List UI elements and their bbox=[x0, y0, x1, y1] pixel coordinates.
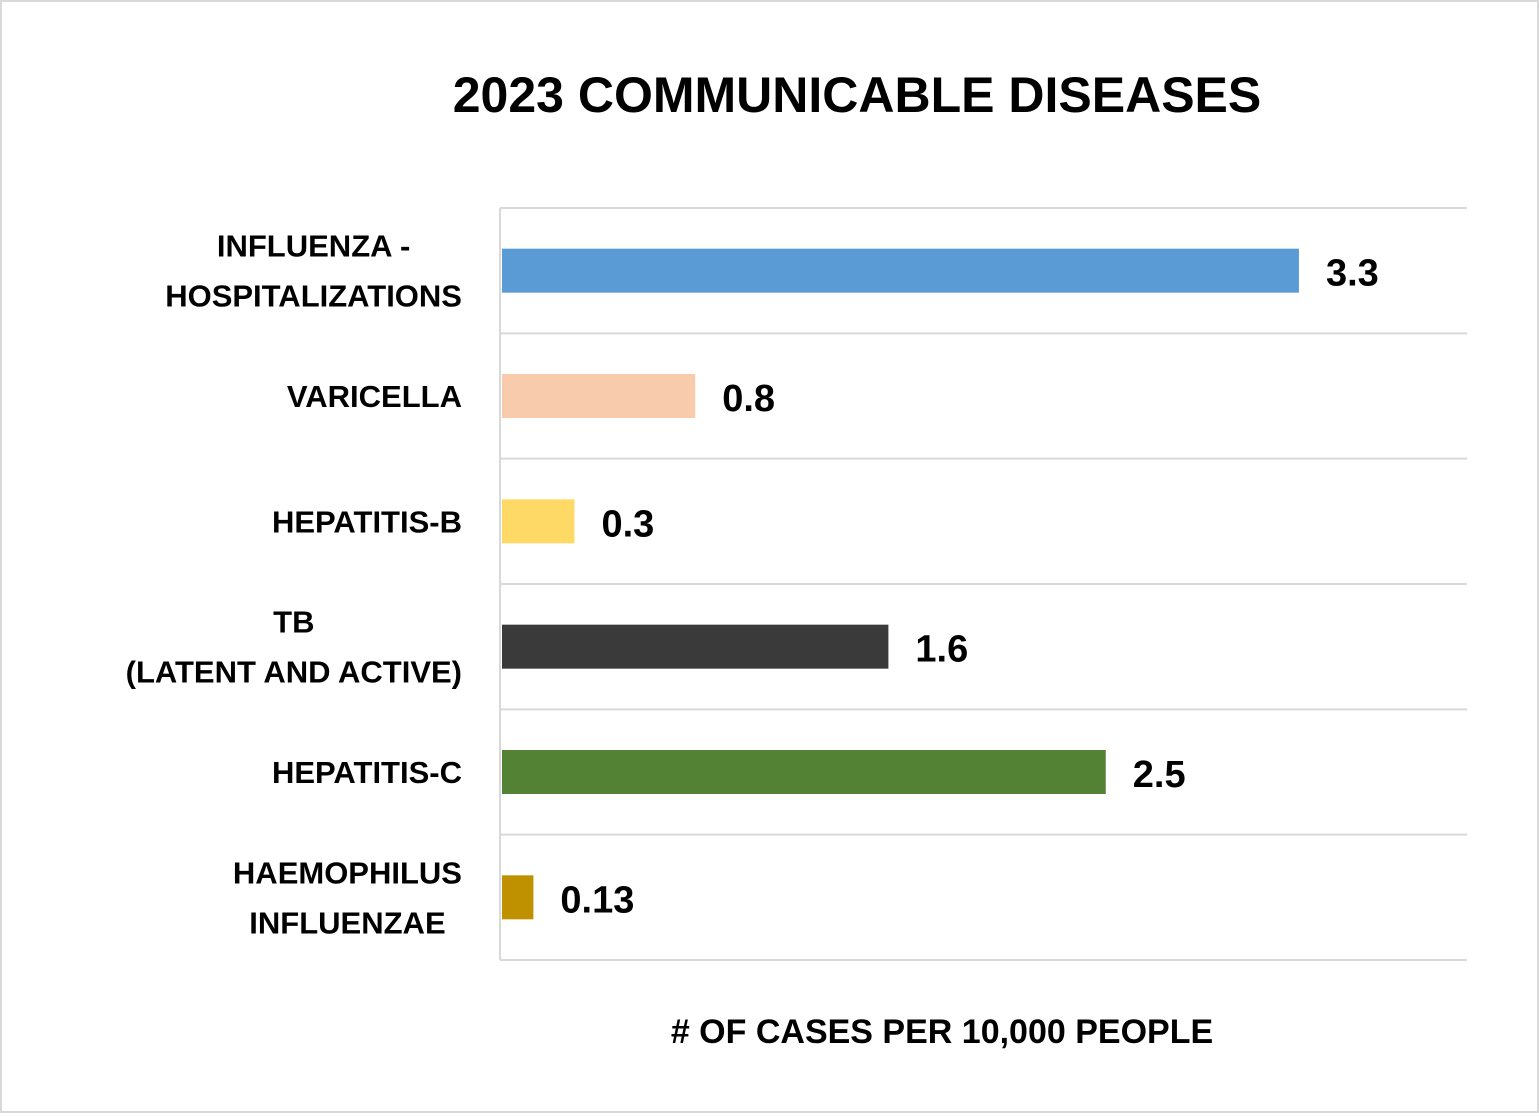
bar-value-label: 0.8 bbox=[722, 378, 775, 420]
category-label: HAEMOPHILUS INFLUENZAE bbox=[233, 855, 462, 940]
gridlines bbox=[499, 207, 1467, 961]
category-label: TB (LATENT AND ACTIVE) bbox=[126, 605, 462, 690]
bar bbox=[502, 248, 1299, 293]
category-label-line: HEPATITIS-C bbox=[272, 755, 462, 790]
category-label: VARICELLA bbox=[287, 379, 462, 414]
bar-value-label: 2.5 bbox=[1133, 754, 1186, 796]
category-label: HEPATITIS-B bbox=[272, 504, 462, 539]
bar bbox=[502, 624, 889, 669]
category-label-line: INFLUENZA - bbox=[217, 229, 410, 264]
bar bbox=[502, 374, 696, 418]
bar-value-label: 3.3 bbox=[1326, 253, 1379, 295]
category-label-line: HOSPITALIZATIONS bbox=[165, 279, 462, 314]
x-axis-label: # OF CASES PER 10,000 PEOPLE bbox=[671, 1013, 1213, 1051]
category-label-line: VARICELLA bbox=[287, 379, 462, 414]
bar-value-label: 0.13 bbox=[560, 879, 634, 921]
category-label-line: TB bbox=[273, 605, 314, 640]
bars bbox=[502, 248, 1299, 920]
category-label-line: INFLUENZAE bbox=[249, 905, 445, 940]
category-label: HEPATITIS-C bbox=[272, 755, 462, 790]
chart-title: 2023 COMMUNICABLE DISEASES bbox=[453, 67, 1262, 123]
category-label: INFLUENZA - HOSPITALIZATIONS bbox=[165, 229, 462, 314]
category-label-line: HEPATITIS-B bbox=[272, 504, 462, 539]
category-label-line: (LATENT AND ACTIVE) bbox=[126, 655, 462, 690]
category-labels: INFLUENZA - HOSPITALIZATIONS VARICELLA HEPA… bbox=[126, 229, 462, 941]
value-labels: 3.3 0.8 0.3 1.6 2.5 0.13 bbox=[560, 253, 1378, 922]
bar-value-label: 1.6 bbox=[915, 629, 968, 671]
category-label-line: HAEMOPHILUS bbox=[233, 855, 462, 890]
bar bbox=[502, 499, 575, 544]
bar bbox=[502, 750, 1106, 794]
bar-value-label: 0.3 bbox=[601, 503, 654, 545]
bar bbox=[502, 875, 534, 920]
